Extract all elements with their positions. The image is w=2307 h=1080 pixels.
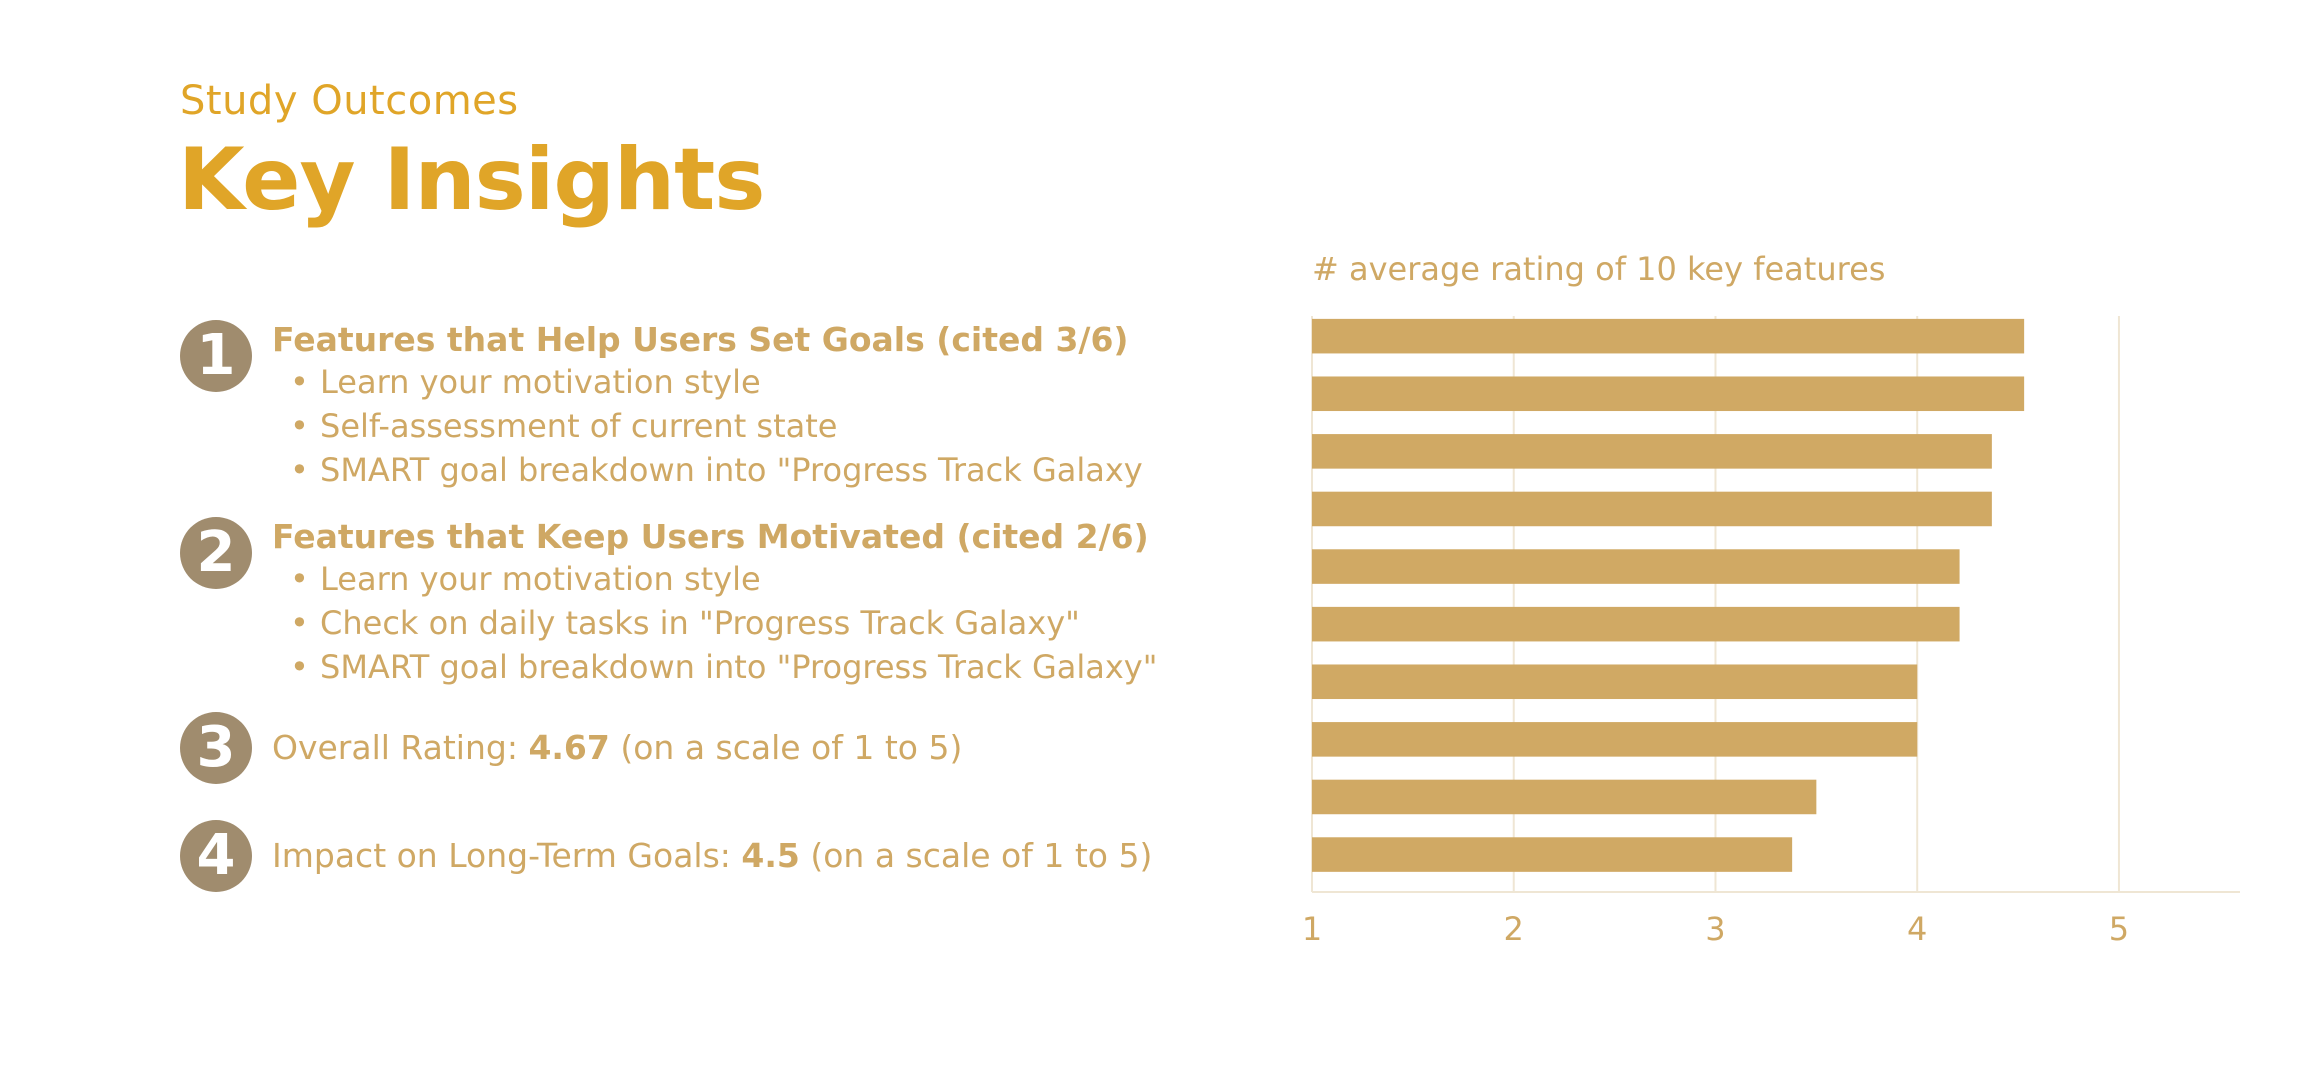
- chart-title: # average rating of 10 key features: [1312, 250, 1885, 288]
- bullet-item: SMART goal breakdown into "Progress Trac…: [272, 645, 1157, 689]
- bar: [1312, 491, 1992, 527]
- insight-heading: Features that Help Users Set Goals (cite…: [272, 320, 1129, 359]
- bullet-item: Check on daily tasks in "Progress Track …: [272, 601, 1157, 645]
- x-tick-label: 3: [1705, 910, 1725, 948]
- bar: [1312, 837, 1793, 872]
- insight-heading: Features that Keep Users Motivated (cite…: [272, 517, 1149, 556]
- insight-1-body: Features that Help Users Set Goals (cite…: [272, 320, 1143, 492]
- x-tick-label: 2: [1504, 910, 1524, 948]
- bullet-item: Self-assessment of current state: [272, 404, 1143, 448]
- bar: [1312, 722, 1918, 757]
- bullet-list: Learn your motivation style Self-assessm…: [272, 360, 1143, 492]
- bar: [1312, 434, 1992, 469]
- insight-2-body: Features that Keep Users Motivated (cite…: [272, 517, 1157, 689]
- x-tick-label: 5: [2109, 910, 2129, 948]
- number-badge-4: 4: [180, 820, 252, 892]
- number-badge-2: 2: [180, 517, 252, 589]
- impact-rating: Impact on Long-Term Goals: 4.5 (on a sca…: [272, 820, 1152, 892]
- bar: [1312, 318, 2025, 354]
- bullet-list: Learn your motivation style Check on dai…: [272, 557, 1157, 689]
- overall-rating: Overall Rating: 4.67 (on a scale of 1 to…: [272, 712, 962, 784]
- rating-label: Impact on Long-Term Goals:: [272, 836, 742, 875]
- rating-value: 4.67: [528, 728, 610, 767]
- eyebrow: Study Outcomes: [180, 78, 519, 124]
- bar: [1312, 549, 1960, 584]
- bullet-item: Learn your motivation style: [272, 557, 1157, 601]
- rating-label: Overall Rating:: [272, 728, 529, 767]
- bar: [1312, 376, 2025, 412]
- page-title: Key Insights: [178, 130, 765, 230]
- number-badge-3: 3: [180, 712, 252, 784]
- rating-suffix: (on a scale of 1 to 5): [799, 836, 1153, 875]
- feature-rating-chart: # average rating of 10 key features 1 2 3 4 5: [1302, 250, 2240, 948]
- rating-suffix: (on a scale of 1 to 5): [609, 728, 963, 767]
- x-tick-label: 1: [1302, 910, 1322, 948]
- x-tick-label: 4: [1907, 910, 1927, 948]
- number-badge-1: 1: [180, 320, 252, 392]
- bullet-item: SMART goal breakdown into "Progress Trac…: [272, 448, 1143, 492]
- rating-value: 4.5: [741, 836, 800, 875]
- bar: [1312, 664, 1918, 700]
- bar: [1312, 779, 1817, 815]
- bar: [1312, 606, 1960, 642]
- bullet-item: Learn your motivation style: [272, 360, 1143, 404]
